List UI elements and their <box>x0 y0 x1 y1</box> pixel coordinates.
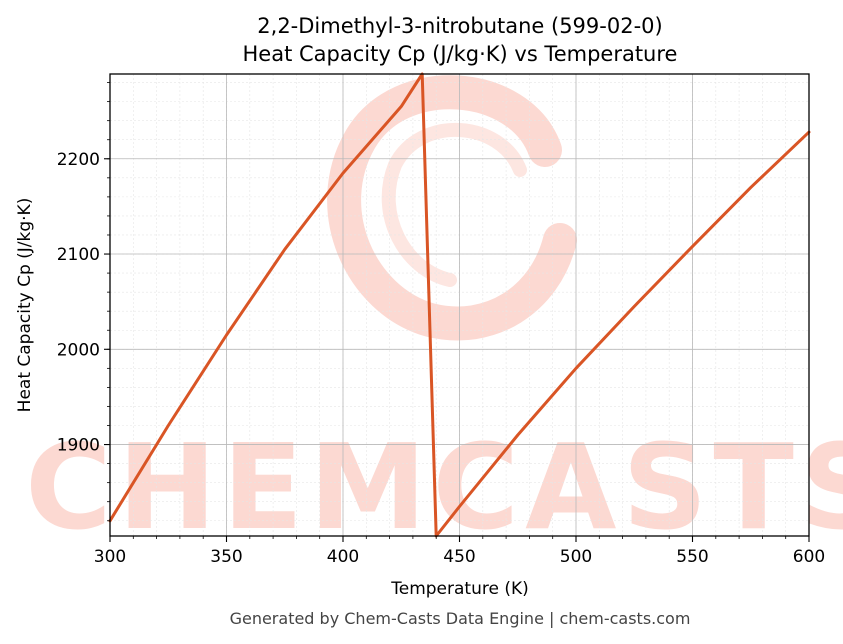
x-tick-label: 600 <box>793 547 825 567</box>
watermark-swirl <box>327 75 577 341</box>
x-tick-label: 400 <box>327 547 359 567</box>
x-tick-label: 500 <box>560 547 592 567</box>
x-tick-label: 350 <box>210 547 242 567</box>
y-axis-label: Heat Capacity Cp (J/kg·K) <box>15 198 35 413</box>
footer-credit: Generated by Chem-Casts Data Engine | ch… <box>230 609 691 628</box>
x-tick-label: 450 <box>443 547 475 567</box>
x-tick-label: 550 <box>676 547 708 567</box>
y-tick-label: 1900 <box>57 436 100 456</box>
chart-subtitle: Heat Capacity Cp (J/kg·K) vs Temperature <box>243 42 678 66</box>
watermark-swirl-inner <box>381 123 527 287</box>
y-tick-label: 2200 <box>57 150 100 170</box>
x-tick-label: 300 <box>94 547 126 567</box>
y-tick-label: 2000 <box>57 340 100 360</box>
y-tick-label: 2100 <box>57 245 100 265</box>
x-axis-label: Temperature (K) <box>390 579 529 599</box>
chart-title: 2,2-Dimethyl-3-nitrobutane (599-02-0) <box>257 14 662 38</box>
ticks-layer: 300 350 400 450 500 550 600 1900 2000 2100 2200 <box>57 82 825 567</box>
